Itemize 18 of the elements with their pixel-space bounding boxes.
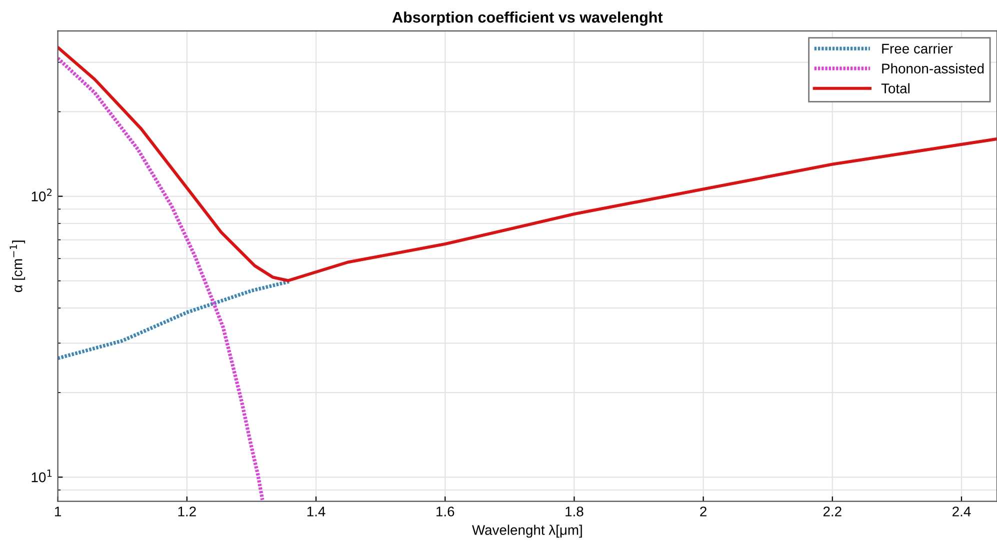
- x-tick-label: 2.2: [823, 506, 842, 516]
- x-tick-label: 1.2: [178, 506, 196, 516]
- x-tick-label: 1.8: [566, 506, 584, 516]
- line-series: [58, 280, 292, 360]
- x-tick-label: 1.4: [307, 506, 326, 516]
- chart-title: Absorption coefficient vs wavelenght: [392, 11, 663, 26]
- x-tick-label: 2.4: [952, 506, 971, 516]
- x-axis-title: Wavelenght λ[μm]: [472, 524, 582, 538]
- x-tick-label: 2: [700, 506, 706, 516]
- x-tick-label: 1.6: [436, 506, 454, 516]
- line-series: [58, 56, 264, 502]
- y-axis-title: α [cm$^{−1}$]: [10, 240, 26, 292]
- y-tick-label: 10$^{1}$: [32, 470, 52, 482]
- legend-label: Free carrier: [882, 43, 953, 54]
- legend-label: Total: [881, 83, 910, 94]
- legend-label: Phonon-assisted: [882, 63, 984, 74]
- y-tick-label: 10$^{2}$: [32, 188, 52, 202]
- x-tick-label: 1: [55, 506, 62, 516]
